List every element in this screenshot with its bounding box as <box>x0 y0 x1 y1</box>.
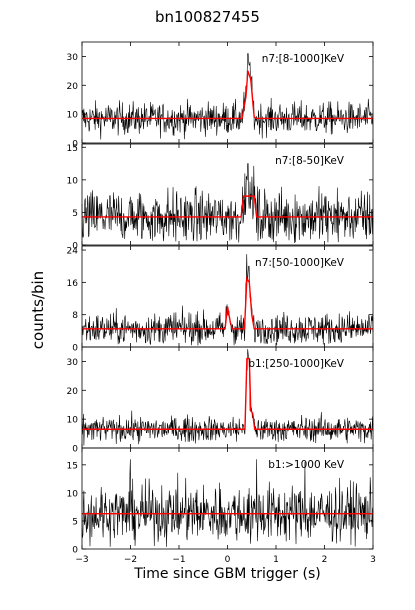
x-tick-label: 1 <box>273 555 279 565</box>
chart-title: bn100827455 <box>155 8 260 26</box>
y-tick-label: 10 <box>67 416 79 426</box>
model-line-panel-1 <box>82 70 373 120</box>
x-tick-label: −1 <box>172 555 185 565</box>
x-axis-label: Time since GBM trigger (s) <box>134 566 321 582</box>
x-tick-label: 3 <box>370 555 376 565</box>
y-tick-label: 15 <box>67 144 78 154</box>
y-tick-label: 0 <box>72 140 78 150</box>
panel-label-5: b1:>1000 KeV <box>268 459 345 471</box>
y-tick-label: 15 <box>67 461 78 471</box>
y-tick-label: 5 <box>72 209 78 219</box>
y-tick-label: 30 <box>67 358 79 368</box>
y-tick-label: 5 <box>72 517 78 527</box>
data-trace-panel-1 <box>81 53 374 140</box>
data-trace-panel-2 <box>81 163 374 244</box>
x-tick-label: 0 <box>225 555 231 565</box>
model-line-panel-3 <box>82 275 373 330</box>
y-tick-label: 10 <box>67 111 79 121</box>
y-tick-label: 0 <box>72 546 78 556</box>
panel-label-4: b1:[250-1000]KeV <box>248 358 344 370</box>
x-tick-label: −2 <box>124 555 137 565</box>
x-tick-label: −3 <box>75 555 88 565</box>
y-tick-label: 30 <box>67 53 79 63</box>
y-tick-label: 0 <box>72 242 78 252</box>
y-tick-label: 24 <box>67 247 79 257</box>
y-tick-label: 0 <box>72 445 78 455</box>
y-tick-label: 20 <box>67 387 79 397</box>
y-tick-label: 20 <box>67 82 79 92</box>
y-tick-label: 0 <box>72 344 78 354</box>
y-tick-label: 8 <box>72 311 78 321</box>
x-tick-label: 2 <box>322 555 328 565</box>
data-trace-panel-5 <box>81 459 374 547</box>
panel-label-3: n7:[50-1000]KeV <box>255 257 345 269</box>
panel-label-1: n7:[8-1000]KeV <box>262 53 345 65</box>
y-tick-label: 10 <box>67 489 79 499</box>
panel-label-2: n7:[8-50]KeV <box>275 155 345 167</box>
y-tick-label: 16 <box>67 279 79 289</box>
y-tick-label: 10 <box>67 176 79 186</box>
model-line-panel-2 <box>82 195 373 218</box>
model-line-panel-4 <box>82 357 373 430</box>
